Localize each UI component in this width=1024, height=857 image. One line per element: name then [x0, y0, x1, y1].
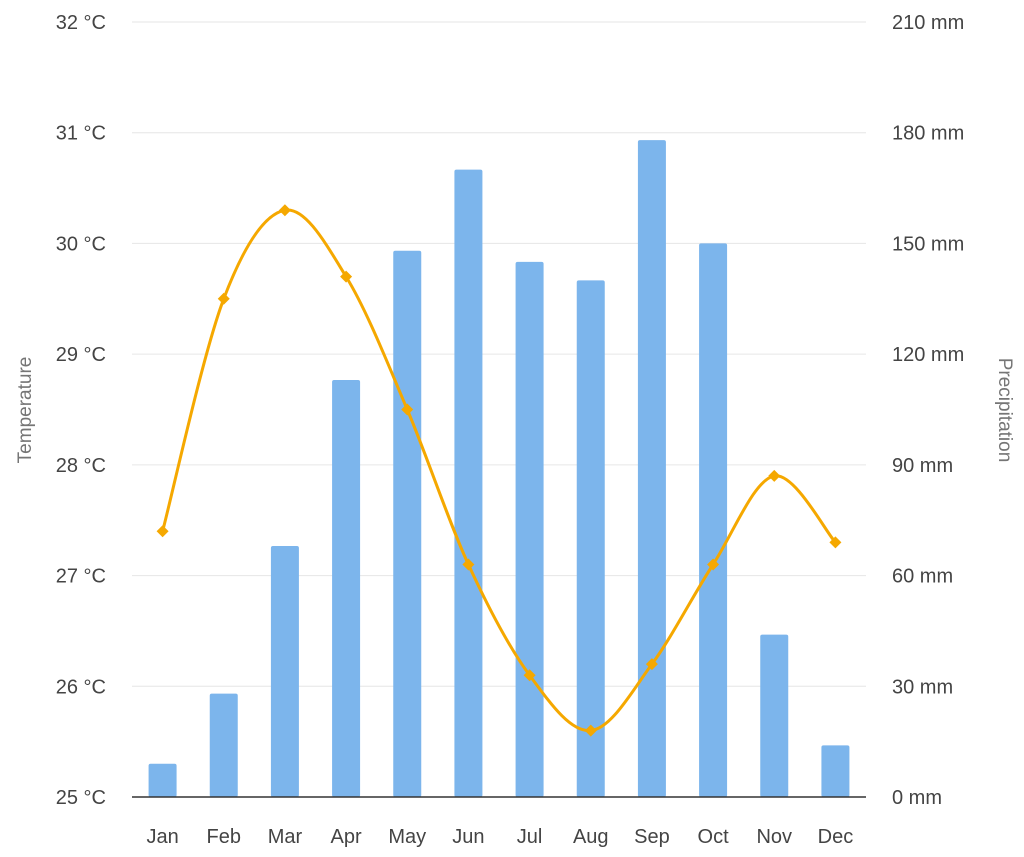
- precipitation-bar-jun: [454, 169, 483, 798]
- temperature-point-apr: [340, 270, 353, 283]
- x-tick-label: Jul: [517, 826, 543, 848]
- left-tick-label: 27 °C: [56, 566, 106, 588]
- temperature-point-jun: [462, 558, 475, 571]
- temperature-point-oct: [707, 558, 720, 571]
- grid-lines: [132, 21, 866, 687]
- x-tick-label: Mar: [268, 826, 303, 848]
- right-tick-label: 30 mm: [892, 676, 953, 698]
- right-axis-title: Precipitation: [994, 358, 1015, 463]
- temperature-line-series: [156, 204, 842, 737]
- x-tick-label: Sep: [634, 826, 670, 848]
- temperature-point-jan: [156, 525, 169, 538]
- left-tick-label: 25 °C: [56, 787, 106, 809]
- x-tick-label: Feb: [207, 826, 241, 848]
- right-tick-label: 90 mm: [892, 455, 953, 477]
- temperature-point-sep: [645, 658, 658, 671]
- precipitation-bar-sep: [637, 140, 666, 798]
- temperature-point-feb: [217, 292, 230, 305]
- x-tick-label: Oct: [698, 826, 730, 848]
- right-axis-ticks: 0 mm 30 mm 60 mm 90 mm 120 mm 150 mm 180 mm 210…: [892, 12, 964, 809]
- precipitation-bar-aug: [576, 280, 605, 797]
- precipitation-bar-apr: [332, 379, 361, 797]
- x-tick-label: Apr: [331, 826, 362, 848]
- precipitation-bar-dec: [821, 745, 850, 797]
- x-tick-label: Nov: [756, 826, 792, 848]
- right-tick-label: 150 mm: [892, 233, 964, 255]
- left-tick-label: 29 °C: [56, 344, 106, 366]
- left-tick-label: 28 °C: [56, 455, 106, 477]
- precipitation-bar-may: [393, 250, 422, 798]
- left-axis-ticks: 25 °C 26 °C 27 °C 28 °C 29 °C 30 °C 31 °C 32 °C: [56, 12, 106, 809]
- x-tick-label: Jan: [146, 826, 178, 848]
- x-tick-label: Aug: [573, 826, 609, 848]
- precipitation-bar-jan: [148, 763, 177, 797]
- precipitation-bar-mar: [270, 546, 299, 797]
- temperature-point-nov: [768, 469, 781, 482]
- left-tick-label: 30 °C: [56, 233, 106, 255]
- temperature-point-mar: [278, 204, 291, 217]
- x-tick-label: Jun: [452, 826, 484, 848]
- right-tick-label: 60 mm: [892, 566, 953, 588]
- precipitation-bar-oct: [699, 243, 728, 797]
- left-tick-label: 31 °C: [56, 123, 106, 145]
- left-tick-label: 32 °C: [56, 12, 106, 34]
- precipitation-bar-feb: [209, 693, 238, 797]
- x-axis-ticks: Jan Feb Mar Apr May Jun Jul Aug Sep Oct Nov Dec: [146, 826, 853, 848]
- x-tick-label: Dec: [818, 826, 854, 848]
- right-tick-label: 120 mm: [892, 344, 964, 366]
- temperature-point-dec: [829, 536, 842, 549]
- left-tick-label: 26 °C: [56, 676, 106, 698]
- temperature-point-may: [401, 403, 414, 416]
- precipitation-bars: [148, 140, 850, 798]
- right-tick-label: 180 mm: [892, 123, 964, 145]
- right-tick-label: 0 mm: [892, 787, 942, 809]
- left-axis-title: Temperature: [15, 357, 36, 464]
- temperature-point-aug: [584, 724, 597, 737]
- x-tick-label: May: [388, 826, 426, 848]
- precipitation-bar-nov: [760, 634, 789, 797]
- right-tick-label: 210 mm: [892, 12, 964, 34]
- temperature-point-jul: [523, 669, 536, 682]
- temperature-line: [161, 208, 837, 733]
- precipitation-bar-jul: [515, 261, 544, 797]
